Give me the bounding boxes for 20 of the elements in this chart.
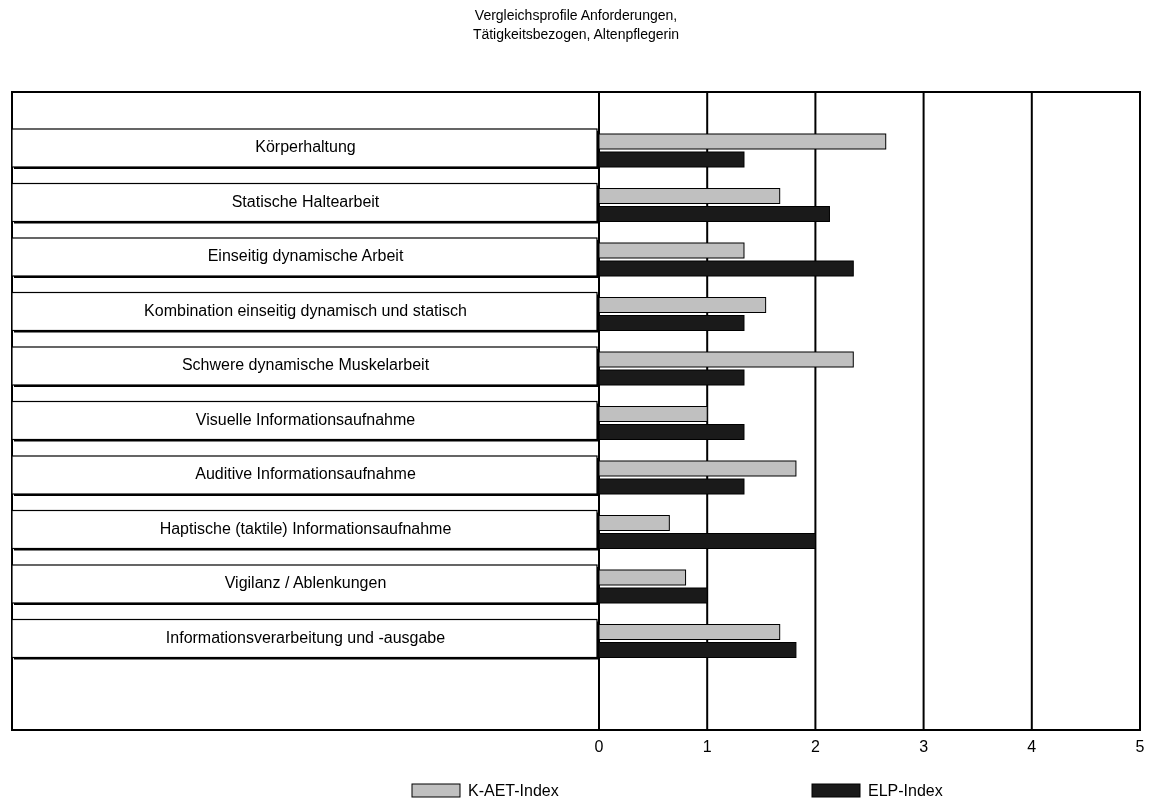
legend-label: K-AET-Index <box>468 782 559 799</box>
x-tick-label: 0 <box>594 738 604 755</box>
legend-label: ELP-Index <box>868 782 943 799</box>
y-tick-label: Informationsverarbeitung und -ausgabe <box>165 628 446 646</box>
y-tick-label: Haptische (taktile) Informationsaufnahme <box>159 519 452 537</box>
x-tick-label: 1 <box>702 738 712 755</box>
y-tick-label: Kombination einseitig dynamisch und statisch <box>144 301 467 319</box>
x-tick-label: 2 <box>810 738 820 755</box>
y-tick-label: Schwere dynamische Muskelarbeit <box>181 356 430 374</box>
y-tick-label: Statische Haltearbeit <box>231 192 380 210</box>
bar <box>598 515 670 531</box>
y-tick-label: Einseitig dynamische Arbeit <box>207 247 404 265</box>
y-tick-label: Vigilanz / Ablenkungen <box>224 574 387 592</box>
y-tick-label: Körperhaltung <box>255 138 356 156</box>
chart-title: Vergleichsprofile Anforderungen, Tätigkeitsbezogen, Altenpflegerin <box>472 7 680 42</box>
x-tick-label: 3 <box>919 738 929 755</box>
y-tick-label: Visuelle Informationsaufnahme <box>195 410 416 428</box>
y-tick-label: Auditive Informationsaufnahme <box>195 465 416 483</box>
x-tick-label: 4 <box>1027 738 1037 755</box>
x-tick-label: 5 <box>1135 738 1145 755</box>
